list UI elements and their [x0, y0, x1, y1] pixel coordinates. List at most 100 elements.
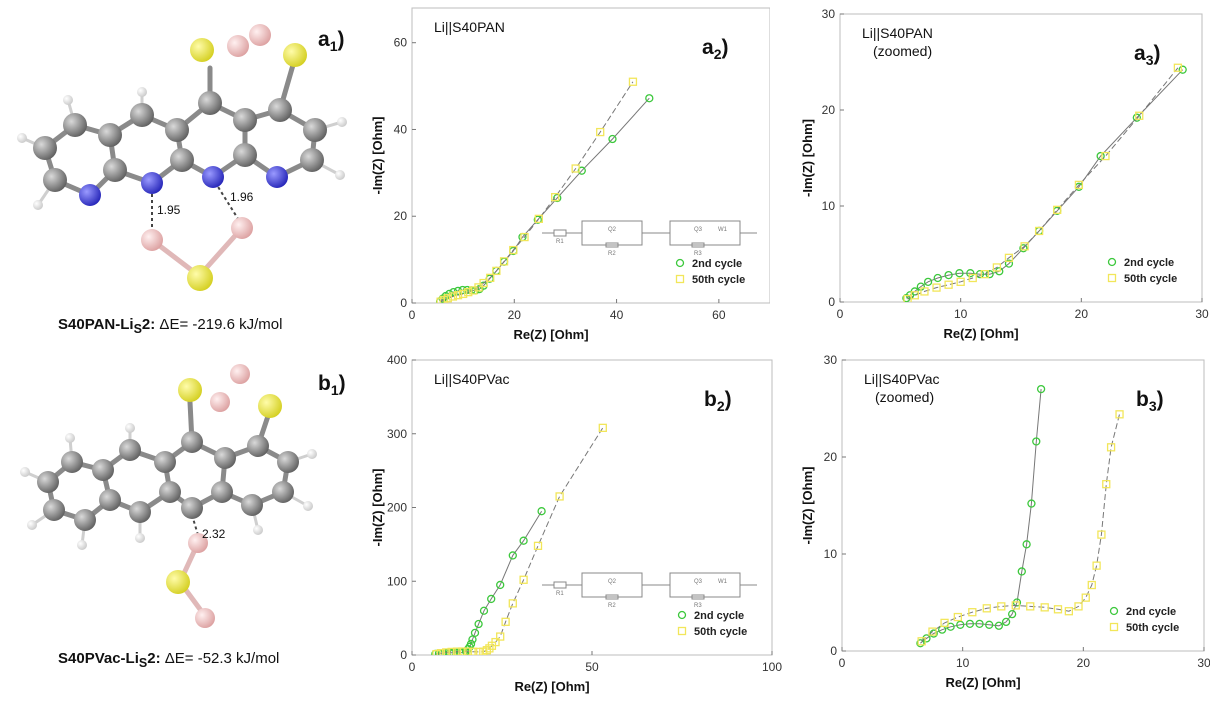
data-point-2nd	[1027, 499, 1036, 508]
equivalent-circuit-inset	[542, 572, 757, 600]
chart-title: Li||S40PVac	[434, 371, 510, 387]
y-tick-label: 30	[822, 7, 836, 21]
data-point-50th	[453, 291, 463, 300]
data-point-50th	[1074, 602, 1083, 611]
data-point-2nd	[985, 620, 994, 629]
y-tick-label: 400	[387, 353, 407, 367]
x-tick-label: 20	[508, 308, 522, 322]
y-tick-label: 20	[824, 450, 838, 464]
data-point-50th	[1173, 63, 1183, 72]
data-point-2nd	[1007, 609, 1017, 619]
caption-b1: S40PVac-LiS2: ΔE= -52.3 kJ/mol	[58, 650, 280, 670]
x-tick-label: 30	[1197, 656, 1210, 670]
data-point-50th	[508, 599, 517, 608]
data-point-50th	[482, 646, 492, 655]
x-tick-label: 100	[762, 660, 782, 674]
data-point-2nd	[944, 270, 953, 280]
chart-title: Li||S40PAN	[862, 25, 933, 41]
circuit-label: Q3	[694, 579, 703, 585]
data-point-2nd	[975, 619, 984, 628]
panel-label-b3: b3)	[1136, 388, 1164, 414]
circuit-resistor-r2	[605, 594, 619, 600]
data-point-50th	[1081, 593, 1090, 602]
data-point-2nd	[1017, 567, 1026, 576]
data-point-50th	[1020, 242, 1029, 251]
data-point-2nd	[1019, 244, 1028, 253]
y-tick-label: 0	[400, 648, 407, 662]
data-point-50th	[1040, 603, 1049, 612]
plot-area	[839, 13, 1203, 303]
data-point-50th	[968, 273, 977, 283]
y-tick-label: 60	[394, 36, 408, 50]
chart-title: Li||S40PVac	[864, 371, 940, 387]
data-point-2nd	[1132, 113, 1141, 122]
data-point-50th	[1011, 601, 1020, 610]
data-point-50th	[944, 280, 953, 289]
data-point-50th	[442, 648, 451, 655]
data-point-50th	[1092, 561, 1101, 570]
fit-line-50th	[921, 414, 1120, 642]
data-point-2nd	[985, 270, 994, 279]
data-point-2nd	[577, 166, 586, 175]
y-tick-label: 30	[824, 353, 838, 367]
data-point-2nd	[519, 536, 528, 545]
legend-label: 2nd cycle	[1126, 606, 1176, 618]
data-point-2nd	[916, 639, 925, 648]
data-point-2nd	[923, 277, 933, 286]
molecule-a1: 1.95 1.96	[17, 24, 347, 291]
data-point-50th	[486, 273, 495, 282]
y-tick-label: 100	[387, 574, 407, 588]
data-point-2nd	[1022, 540, 1031, 549]
legend-label: 50th cycle	[1126, 622, 1179, 634]
series-layer	[431, 423, 607, 655]
x-tick-label: 50	[585, 660, 599, 674]
data-point-50th	[940, 618, 949, 628]
data-point-50th	[491, 637, 500, 647]
bond-length-a1-2: 1.96	[230, 190, 254, 204]
data-point-50th	[1135, 111, 1144, 120]
x-axis-label: Re(Z) [Ohm]	[943, 326, 1018, 341]
panel-label-b1: b1)	[318, 372, 346, 399]
data-point-50th	[519, 575, 528, 584]
data-point-50th	[469, 647, 478, 655]
data-point-2nd	[470, 628, 480, 638]
y-axis-label: -Im(Z) [Ohm]	[800, 119, 815, 197]
data-point-2nd	[1096, 151, 1105, 161]
data-point-50th	[474, 283, 483, 292]
chart-title: Li||S40PAN	[434, 19, 505, 35]
circuit-label: Q3	[694, 227, 703, 233]
equivalent-circuit-inset	[542, 220, 757, 248]
circuit-label: Q2	[608, 227, 617, 233]
data-point-50th	[443, 294, 452, 303]
data-point-2nd	[466, 639, 476, 649]
data-point-50th	[509, 245, 518, 255]
data-point-50th	[452, 647, 462, 655]
data-point-50th	[499, 257, 509, 266]
data-point-50th	[496, 632, 505, 641]
data-point-50th	[917, 637, 926, 646]
y-tick-label: 10	[824, 547, 838, 561]
data-point-2nd	[1001, 617, 1011, 627]
data-point-50th	[968, 608, 977, 617]
data-point-50th	[1053, 205, 1062, 214]
plot-area	[411, 7, 770, 304]
data-point-50th	[533, 541, 543, 551]
chart-a3: 0 10 20 30 0 10 20 30 Re(Z) [Ohm] -Im(Z) [Ohm] Li|…	[800, 7, 1209, 341]
circuit-resistor-r3	[691, 594, 705, 600]
legend-label: 2nd cycle	[692, 258, 742, 270]
x-tick-label: 0	[409, 660, 416, 674]
x-tick-label: 10	[956, 656, 970, 670]
x-axis-label: Re(Z) [Ohm]	[514, 679, 589, 694]
data-point-50th	[1097, 530, 1106, 539]
data-point-50th	[474, 647, 483, 655]
chart-a2: 0 20 40 60 0 20 40 60 Re(Z) [Ohm] -Im(Z) [Ohm] Li|…	[370, 7, 770, 342]
data-point-50th	[1106, 443, 1116, 452]
data-point-50th	[501, 617, 510, 626]
data-point-50th	[596, 127, 605, 137]
panel-label-a3: a3)	[1134, 42, 1160, 68]
data-point-2nd	[508, 551, 517, 560]
data-point-2nd	[956, 620, 965, 629]
data-point-2nd	[608, 134, 617, 144]
data-point-50th	[436, 649, 445, 655]
bond-length-a1-1: 1.95	[157, 203, 181, 217]
